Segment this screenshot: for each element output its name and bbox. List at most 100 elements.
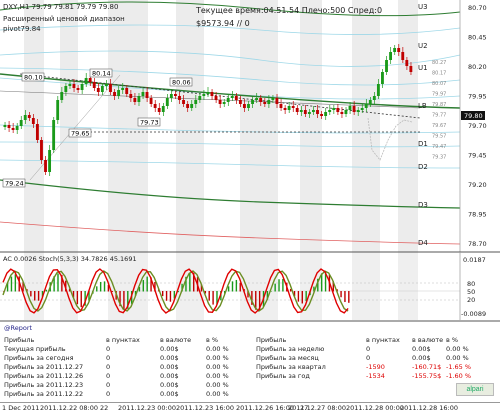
- report-cell: -1534: [366, 372, 385, 380]
- candle-body: [226, 98, 230, 102]
- ac-bar: [274, 283, 276, 292]
- stoch-signal-line: [2, 270, 349, 312]
- ac-bar: [103, 281, 106, 292]
- tag-80-14: 80.14: [92, 70, 111, 78]
- ac-bar: [282, 278, 284, 292]
- session-band: [300, 0, 322, 252]
- candle-body: [133, 98, 137, 102]
- report-cell: 0: [106, 363, 111, 371]
- ac-bar: [119, 291, 121, 307]
- ac-bar: [181, 283, 183, 292]
- candle-body: [7, 125, 11, 128]
- candle-body: [356, 110, 360, 112]
- price-chart[interactable]: 80.10 80.14 80.06 79.65 79.73 79.24 DXY,…: [0, 0, 500, 322]
- candle-body: [271, 98, 275, 100]
- ac-bar: [107, 284, 110, 292]
- ac-bar: [173, 291, 176, 299]
- candle-body: [113, 92, 116, 96]
- candle-body: [397, 48, 401, 52]
- report-cell: Прибыль за сегодня: [4, 354, 74, 362]
- candle-body: [194, 100, 198, 104]
- ac-bar: [235, 279, 238, 292]
- ind-axis-bottom: -0.0089: [461, 310, 486, 318]
- ladder-label: 79.87: [432, 102, 446, 108]
- candle-body: [332, 108, 336, 110]
- candle-body: [210, 92, 214, 96]
- report-cell: 0.00$: [160, 363, 179, 371]
- report-header-cell: в %: [446, 336, 459, 344]
- ac-bar: [41, 291, 44, 297]
- price-axis-label: 80.70: [468, 4, 487, 12]
- time-axis-label: 2011.12.22 08:00: [40, 404, 99, 412]
- indicator-window[interactable]: AC 0.0026 Stoch(5,3,3) 34.7826 45.1691 0…: [0, 252, 486, 320]
- time-axis-label: 2011.12.27 08:00: [288, 404, 347, 412]
- candle-body: [88, 78, 92, 82]
- price-axis-label: 79.70: [468, 122, 487, 130]
- candle-body: [11, 128, 15, 130]
- ac-bar: [161, 291, 164, 297]
- ac-bar: [216, 291, 218, 305]
- candle-body: [251, 100, 254, 104]
- ladder-label: 79.97: [432, 92, 446, 98]
- report-header-cell: в %: [206, 336, 219, 344]
- candle-body: [186, 104, 190, 108]
- report-cell: -1590: [366, 363, 385, 371]
- candle-body: [360, 108, 364, 110]
- report-cell: 0: [106, 390, 111, 398]
- report-cell: 0.00$: [412, 354, 431, 362]
- candle-body: [44, 160, 47, 172]
- candle-body: [336, 108, 340, 112]
- time-axis: 1 Dec 2011 2011.12.22 08:00 22 2011.12.23 0…: [0, 402, 500, 413]
- indicator-axis: 0.0187 80 50 20 -0.0089: [461, 256, 486, 318]
- report-header-cell: в валюте: [160, 336, 192, 344]
- ac-bar: [10, 276, 13, 292]
- candle-body: [27, 115, 31, 118]
- price-axis-label: 79.45: [468, 152, 487, 160]
- price-axis-label: 79.95: [468, 93, 487, 101]
- candle-body: [31, 118, 35, 124]
- indicator-label: AC 0.0026 Stoch(5,3,3) 34.7826 45.1691: [3, 255, 137, 263]
- ac-bar: [189, 272, 191, 292]
- level-labels: U3 U2 U1 LB D1 D2 D3 D4: [418, 3, 428, 247]
- candle-body: [238, 100, 242, 104]
- chart-header: DXY,H1 79.79 79.81 79.79 79.80 Расширенн…: [3, 3, 382, 33]
- report-panel: @Report Прибыль в пунктах в валюте в % Текущ…: [0, 322, 500, 402]
- candle-body: [137, 96, 141, 102]
- candle-body: [153, 104, 157, 108]
- candle-body: [48, 150, 52, 172]
- ac-bar: [208, 291, 210, 301]
- ac-bar: [80, 291, 82, 308]
- candle-body: [149, 98, 153, 104]
- report-cell: Прибыль за месяц: [256, 354, 319, 362]
- candle-body: [169, 94, 173, 98]
- ac-bar: [293, 291, 296, 297]
- candle-body: [389, 52, 393, 60]
- report-cell: 0.00 %: [206, 354, 229, 362]
- time-axis-label: 2011.12.28 00:00: [346, 404, 405, 412]
- candle-body: [230, 96, 234, 98]
- candlestick-series: [3, 44, 413, 176]
- candle-body: [129, 94, 133, 98]
- report-cell: 0.00$: [160, 381, 179, 389]
- report-header-cell: в валюте: [412, 336, 444, 344]
- candle-body: [320, 114, 323, 116]
- ind-axis-50: 50: [467, 288, 475, 296]
- ac-bar: [185, 276, 187, 292]
- candle-body: [40, 140, 43, 160]
- candle-body: [76, 88, 80, 90]
- level-lb: LB: [418, 102, 427, 110]
- current-price-tag: [461, 111, 485, 120]
- ac-bar: [289, 288, 292, 292]
- ac-bar: [34, 291, 36, 301]
- ac-bar: [332, 281, 335, 292]
- candle-body: [409, 66, 413, 72]
- candle-body: [145, 92, 149, 98]
- candle-body: [259, 98, 263, 102]
- time-axis-label: 2011.12.28 16:00: [400, 404, 459, 412]
- ac-bar: [111, 291, 113, 292]
- ac-bar: [134, 291, 137, 296]
- report-cell: 0.00 %: [206, 381, 229, 389]
- candle-body: [381, 72, 384, 84]
- ac-bar: [231, 281, 234, 292]
